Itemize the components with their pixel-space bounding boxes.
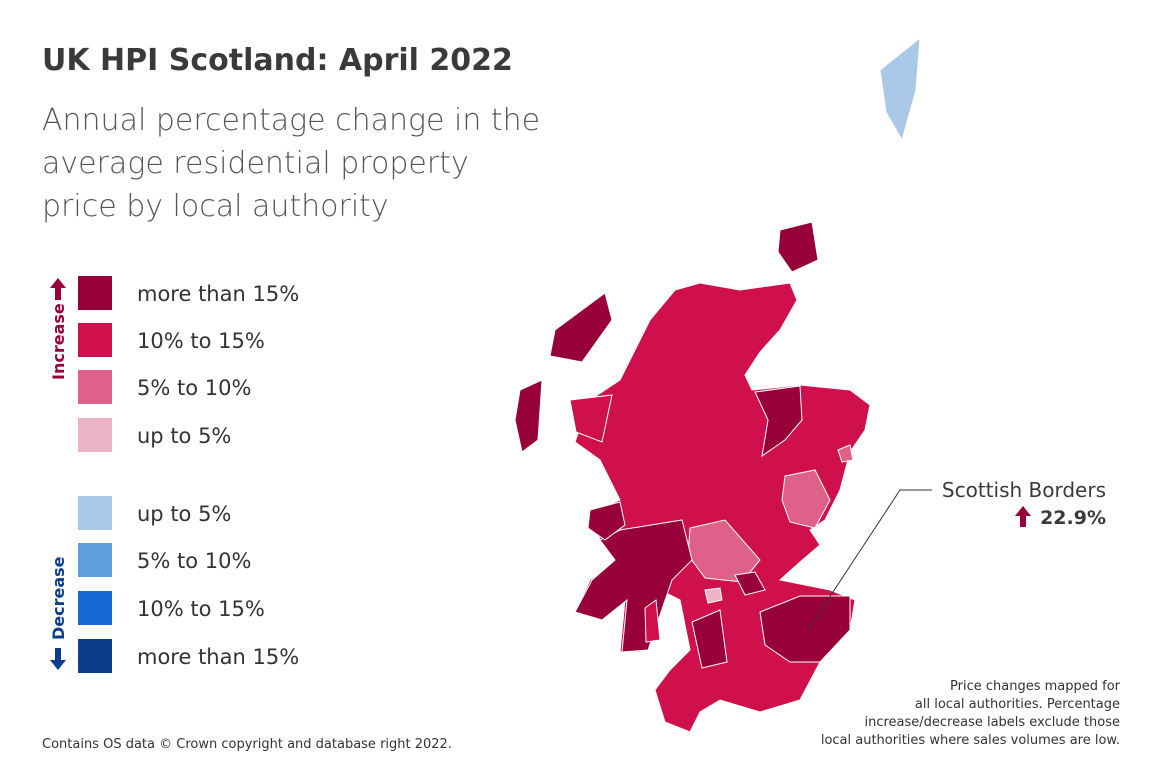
caveat-line: all local authorities. Percentage <box>915 697 1120 712</box>
map-region <box>754 385 803 458</box>
source-note: Contains OS data © Crown copyright and d… <box>42 737 452 752</box>
leader-line <box>807 489 932 631</box>
legend-swatch <box>78 276 112 310</box>
map-region <box>644 599 661 643</box>
map-region <box>777 221 819 273</box>
map-region <box>837 444 854 463</box>
legend-swatch <box>78 418 112 452</box>
decrease-arrow-icon <box>50 648 66 670</box>
annotation-region: Scottish Borders <box>942 478 1106 502</box>
legend-swatch <box>78 639 112 673</box>
map-region <box>759 595 851 663</box>
legend-label: 10% to 15% <box>137 329 265 353</box>
legend-swatch <box>78 370 112 404</box>
map-region <box>781 469 831 529</box>
legend-swatch <box>78 496 112 530</box>
group-label: Decrease <box>49 556 68 640</box>
legend-label: up to 5% <box>137 502 231 526</box>
subtitle-line: price by local authority <box>42 189 389 224</box>
increase-arrow-icon <box>50 278 66 300</box>
legend-swatch <box>78 591 112 625</box>
map-region <box>879 36 921 142</box>
map-region <box>569 394 613 443</box>
subtitle-line: average residential property <box>42 146 469 181</box>
caveat-line: Price changes mapped for <box>950 679 1121 694</box>
legend-label: up to 5% <box>137 424 231 448</box>
annotation-change: 22.9% <box>1040 507 1106 529</box>
legend-label: 10% to 15% <box>137 597 265 621</box>
map-region <box>704 587 723 604</box>
legend-swatch <box>78 323 112 357</box>
legend-label: 5% to 10% <box>137 549 251 573</box>
legend-label: 5% to 10% <box>137 376 251 400</box>
map-region <box>691 609 728 669</box>
caveat-line: local authorities where sales volumes ar… <box>821 733 1120 748</box>
subtitle-line: Annual percentage change in the <box>42 103 540 138</box>
title: UK HPI Scotland: April 2022 <box>42 43 513 78</box>
map-region <box>574 519 693 653</box>
increase-arrow-icon <box>1015 506 1031 527</box>
legend-label: more than 15% <box>137 282 299 306</box>
caveat-line: increase/decrease labels exclude those <box>864 715 1120 730</box>
legend-label: more than 15% <box>137 645 299 669</box>
group-label: Increase <box>49 303 68 380</box>
map-region <box>549 292 613 363</box>
map <box>514 36 921 733</box>
map-region <box>587 501 626 541</box>
map-region <box>514 379 543 453</box>
map-region <box>734 571 766 596</box>
legend-swatch <box>78 543 112 577</box>
